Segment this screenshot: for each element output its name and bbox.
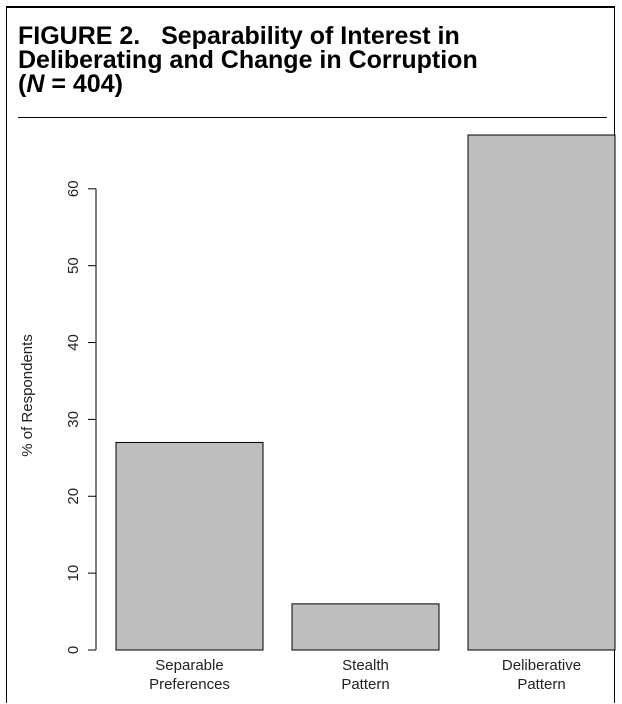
figure-label: FIGURE 2. xyxy=(18,22,141,50)
x-category-label-1-1: Pattern xyxy=(341,676,389,693)
bar-1 xyxy=(291,603,440,651)
sample-var: N xyxy=(26,70,45,98)
y-tick-label-5: 50 xyxy=(65,257,82,274)
bar-2 xyxy=(467,134,616,651)
x-category-label-2-0: Deliberative xyxy=(502,657,581,674)
sample-rest: = 404) xyxy=(44,70,123,98)
y-tick-label-6: 60 xyxy=(65,180,82,197)
title-rule xyxy=(18,117,607,118)
figure-title-line1: Separability of Interest in xyxy=(161,22,460,50)
y-tick-label-1: 10 xyxy=(65,565,82,582)
x-category-label-1-0: Stealth xyxy=(342,657,389,674)
y-tick-label-4: 40 xyxy=(65,334,82,351)
bar-0 xyxy=(115,441,264,651)
figure-title-line2: Deliberating and Change in Corruption xyxy=(18,46,478,74)
y-tick-label-0: 0 xyxy=(65,646,82,654)
sample-open: ( xyxy=(18,70,27,98)
x-category-label-2-1: Pattern xyxy=(517,676,565,693)
y-axis-label: % of Respondents xyxy=(19,334,36,457)
x-category-label-0-0: Separable xyxy=(155,657,223,674)
y-tick-label-3: 30 xyxy=(65,411,82,428)
figure-title: FIGURE 2. Separability of Interest in De… xyxy=(18,22,608,98)
x-category-label-0-1: Preferences xyxy=(149,676,230,693)
y-tick-label-2: 20 xyxy=(65,488,82,505)
